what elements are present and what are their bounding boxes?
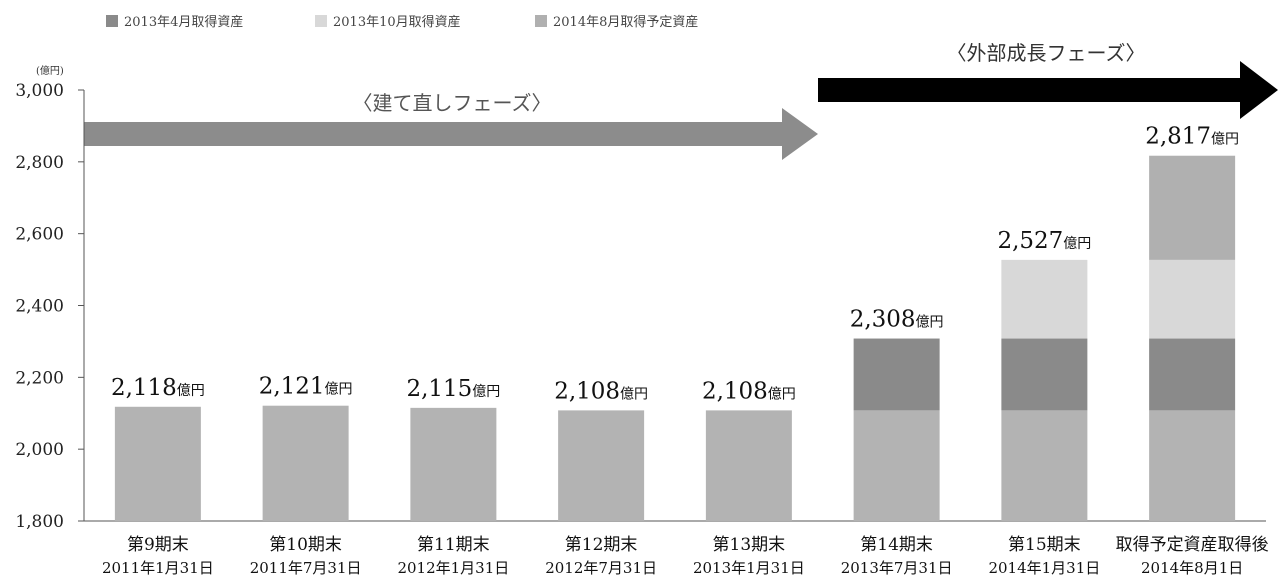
- bar-base-segment: [853, 410, 940, 521]
- y-tick-label: 3,000: [15, 81, 64, 101]
- x-tick-label-period: 取得予定資産取得後: [1116, 535, 1269, 555]
- bar-base-segment: [262, 405, 349, 521]
- x-tick-label-period: 第12期末: [565, 535, 638, 555]
- bar-total-label: 2,115億円: [406, 376, 500, 402]
- y-tick-label: 1,800: [15, 512, 64, 532]
- bar-segment-series-0: [1149, 338, 1236, 411]
- y-axis-ticks: 1,800 2,000 2,200 2,400 2,600 2,800 3,000: [15, 81, 84, 532]
- bar-segment-series-0: [853, 338, 940, 411]
- y-axis-unit-label: (億円): [36, 64, 64, 77]
- bar-base-segment: [114, 406, 201, 521]
- phase-rebuild-arrow: [84, 108, 818, 160]
- bar-base-segment: [558, 410, 645, 521]
- x-tick-label-date: 2013年7月31日: [841, 559, 953, 577]
- x-tick-label-date: 2013年1月31日: [693, 559, 805, 577]
- legend: 2013年4月取得資産 2013年10月取得資産 2014年8月取得予定資産: [106, 14, 698, 30]
- y-tick-label: 2,800: [15, 153, 64, 173]
- bar-total-label: 2,308億円: [850, 307, 944, 333]
- phase-external-growth: 〈外部成長フェーズ〉: [818, 41, 1278, 119]
- bar-total-label: 2,121億円: [259, 374, 353, 400]
- bar-segment-series-0: [1001, 338, 1088, 411]
- x-tick-label-date: 2014年1月31日: [988, 559, 1100, 577]
- bar-segment-series-1: [1149, 259, 1236, 339]
- bar-total-label: 2,527億円: [997, 228, 1091, 254]
- phase-rebuild: 〈建て直しフェーズ〉: [84, 91, 818, 160]
- x-tick-label-date: 2011年1月31日: [102, 559, 214, 577]
- bar-base-segment: [1149, 410, 1236, 521]
- legend-swatch-august-2014: [535, 15, 547, 27]
- x-tick-label-period: 第9期末: [127, 535, 189, 555]
- bars: [114, 155, 1236, 521]
- legend-swatch-october-2013: [315, 15, 327, 27]
- phase-rebuild-label: 〈建て直しフェーズ〉: [353, 91, 552, 115]
- x-tick-label-period: 第14期末: [860, 535, 933, 555]
- phase-external-growth-label: 〈外部成長フェーズ〉: [947, 41, 1146, 65]
- bar-total-label: 2,817億円: [1145, 124, 1239, 150]
- y-tick-label: 2,000: [15, 440, 64, 460]
- bar-base-segment: [705, 410, 792, 521]
- y-tick-label: 2,400: [15, 297, 64, 317]
- bar-total-label: 2,108億円: [554, 378, 648, 404]
- legend-label-april-2013: 2013年4月取得資産: [124, 14, 243, 30]
- x-tick-label-period: 第15期末: [1008, 535, 1081, 555]
- bar-base-segment: [1001, 410, 1088, 521]
- legend-item-october-2013: 2013年10月取得資産: [315, 14, 461, 30]
- legend-label-october-2013: 2013年10月取得資産: [333, 14, 461, 30]
- bar-segment-series-2: [1149, 155, 1236, 260]
- x-tick-label-period: 第11期末: [417, 535, 490, 555]
- bar-base-segment: [410, 407, 497, 521]
- x-tick-label-date: 2014年8月1日: [1141, 559, 1243, 577]
- x-tick-label-period: 第13期末: [713, 535, 786, 555]
- total-labels: 2,118億円 2,121億円 2,115億円 2,108億円 2,108億円 2,308…: [111, 124, 1239, 405]
- legend-swatch-april-2013: [106, 15, 118, 27]
- y-tick-label: 2,200: [15, 368, 64, 388]
- x-axis-labels: 第9期末 2011年1月31日 第10期末 2011年7月31日 第11期末 2012年1…: [102, 535, 1269, 577]
- phase-external-growth-arrow: [818, 61, 1278, 119]
- x-tick-label-date: 2012年7月31日: [545, 559, 657, 577]
- legend-item-april-2013: 2013年4月取得資産: [106, 14, 243, 30]
- legend-label-august-2014: 2014年8月取得予定資産: [553, 14, 698, 30]
- x-tick-label-date: 2012年1月31日: [397, 559, 509, 577]
- x-tick-label-date: 2011年7月31日: [250, 559, 362, 577]
- y-tick-label: 2,600: [15, 225, 64, 245]
- legend-item-august-2014: 2014年8月取得予定資産: [535, 14, 698, 30]
- bar-segment-series-1: [1001, 259, 1088, 339]
- x-tick-label-period: 第10期末: [269, 535, 342, 555]
- bar-total-label: 2,108億円: [702, 378, 796, 404]
- bar-total-label: 2,118億円: [111, 375, 205, 401]
